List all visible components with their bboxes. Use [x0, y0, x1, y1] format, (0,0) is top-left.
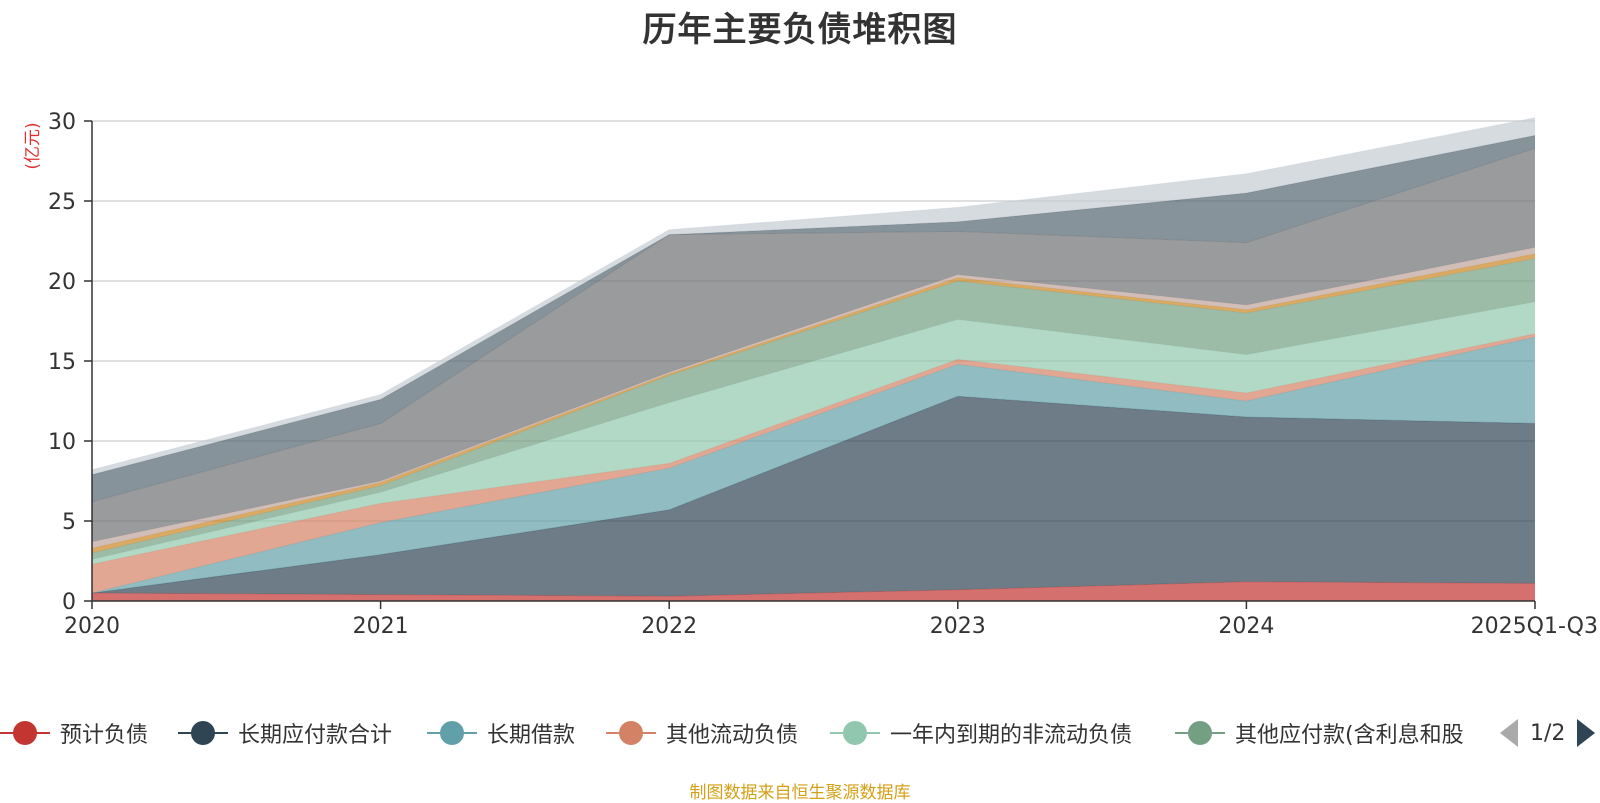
stacked-areas — [91, 117, 1536, 601]
area-series-5[interactable] — [92, 258, 1535, 560]
legend-label: 预计负债 — [60, 723, 149, 748]
x-tick-label: 2020 — [64, 614, 120, 639]
legend-label: 长期借款 — [487, 723, 576, 748]
area-series-0[interactable] — [92, 581, 1535, 601]
x-tick-label: 2024 — [1218, 614, 1274, 639]
x-tick-label: 2025Q1-Q3 — [1471, 614, 1598, 639]
area-series-2[interactable] — [92, 337, 1535, 593]
legend-item[interactable]: 长期借款 — [427, 716, 575, 750]
legend-marker-icon — [1175, 720, 1225, 746]
data-source-note: 制图数据来自恒生聚源数据库 — [689, 783, 911, 803]
legend-label: 其他应付款(含利息和股 — [1235, 723, 1464, 748]
y-tick-label: 30 — [48, 110, 76, 135]
legend-pager: 1/2 — [1500, 716, 1596, 750]
area-series-4[interactable] — [92, 301, 1535, 565]
legend-next-page-icon[interactable] — [1577, 719, 1596, 747]
legend-label: 其他流动负债 — [666, 723, 799, 748]
area-series-6[interactable] — [92, 253, 1535, 554]
y-tick-label: 20 — [48, 270, 76, 295]
y-tick-label: 25 — [48, 190, 76, 215]
y-tick-label: 0 — [62, 590, 76, 615]
area-series-9[interactable] — [92, 135, 1535, 502]
area-series-edge-10 — [91, 117, 1536, 471]
y-tick-label: 10 — [48, 430, 76, 455]
legend-label: 长期应付款合计 — [238, 723, 393, 748]
x-tick-label: 2022 — [641, 614, 697, 639]
legend-marker-icon — [0, 720, 50, 746]
area-series-7[interactable] — [92, 247, 1535, 549]
chart-title: 历年主要负债堆积图 — [642, 10, 958, 50]
area-series-10[interactable] — [92, 117, 1535, 475]
legend: 预计负债 长期应付款合计 长期借款 其他流动负债 一年内到期的非流动负债 其他应付款(含利… — [0, 716, 1600, 750]
y-tick-label: 5 — [62, 510, 76, 535]
y-tick-label: 15 — [48, 350, 76, 375]
legend-prev-page-icon[interactable] — [1500, 719, 1518, 747]
legend-marker-icon — [178, 720, 228, 746]
area-series-8[interactable] — [92, 148, 1535, 542]
y-axis-unit-label: (亿元) — [23, 122, 43, 169]
legend-item[interactable]: 其他流动负债 — [606, 716, 798, 750]
axes: 0 5 10 15 20 25 30 2020 2021 2022 2023 2024 2025Q1-Q… — [23, 110, 1598, 639]
legend-item[interactable]: 其他应付款(含利息和股 — [1175, 716, 1464, 750]
legend-item[interactable]: 长期应付款合计 — [178, 716, 392, 750]
legend-marker-icon — [606, 720, 656, 746]
area-series-1[interactable] — [92, 396, 1535, 597]
legend-label: 一年内到期的非流动负债 — [890, 723, 1133, 748]
legend-item[interactable]: 一年内到期的非流动负债 — [830, 716, 1132, 750]
legend-marker-icon — [830, 720, 880, 746]
legend-page-indicator: 1/2 — [1530, 720, 1566, 746]
x-tick-label: 2023 — [930, 614, 986, 639]
x-tick-label: 2021 — [353, 614, 409, 639]
legend-item[interactable]: 预计负债 — [0, 716, 148, 750]
legend-marker-icon — [427, 720, 477, 746]
